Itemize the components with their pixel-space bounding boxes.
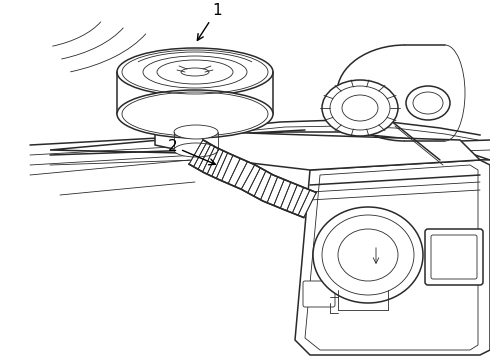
Text: 1: 1 xyxy=(197,3,222,40)
Text: 2: 2 xyxy=(168,139,215,165)
FancyBboxPatch shape xyxy=(431,235,477,279)
Polygon shape xyxy=(155,130,480,170)
Ellipse shape xyxy=(174,125,218,139)
Ellipse shape xyxy=(313,207,423,303)
Polygon shape xyxy=(50,132,490,160)
FancyBboxPatch shape xyxy=(425,229,483,285)
Ellipse shape xyxy=(322,80,398,136)
FancyBboxPatch shape xyxy=(303,281,335,307)
Polygon shape xyxy=(189,140,316,217)
Polygon shape xyxy=(295,160,490,355)
Ellipse shape xyxy=(117,48,273,96)
Ellipse shape xyxy=(406,86,450,120)
Ellipse shape xyxy=(117,90,273,138)
Ellipse shape xyxy=(174,143,218,157)
Ellipse shape xyxy=(181,68,209,76)
